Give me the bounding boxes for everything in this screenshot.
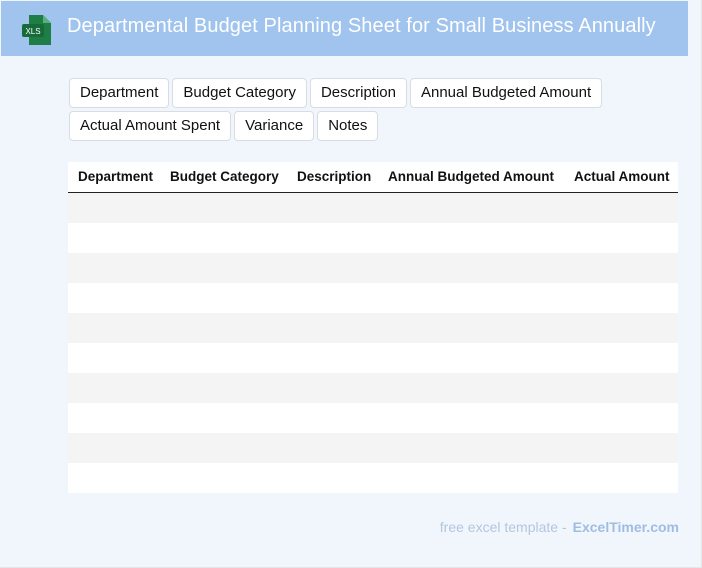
footer-credit: free excel template - ExcelTimer.com: [440, 519, 679, 535]
column-header-budget-category: Budget Category: [170, 169, 279, 184]
column-header-actual-amount: Actual Amount: [574, 169, 670, 184]
excel-file-icon-label: XLS: [25, 27, 40, 36]
header-banner: XLS Departmental Budget Planning Sheet f…: [1, 1, 688, 56]
field-list: Department Budget Category Description A…: [69, 78, 629, 141]
table-row: [68, 343, 678, 373]
field-chip-department[interactable]: Department: [69, 78, 170, 108]
footer-prefix: free excel template -: [439, 519, 567, 535]
table-row: [68, 223, 678, 253]
field-chip-annual-budgeted-amount[interactable]: Annual Budgeted Amount: [409, 78, 603, 108]
excel-file-icon: XLS: [22, 15, 51, 45]
spreadsheet-preview: Department Budget Category Description A…: [68, 162, 678, 493]
table-row: [68, 463, 678, 493]
column-header-department: Department: [78, 169, 154, 184]
table-row: [68, 313, 678, 343]
table-row: [68, 403, 678, 433]
field-chip-notes[interactable]: Notes: [317, 111, 379, 141]
column-header-description: Description: [297, 169, 372, 184]
table-header-row: Department Budget Category Description A…: [68, 162, 678, 193]
column-header-annual-budgeted-amount: Annual Budgeted Amount: [388, 169, 554, 184]
field-chip-budget-category[interactable]: Budget Category: [172, 78, 307, 108]
table-row: [68, 193, 678, 223]
field-chip-variance[interactable]: Variance: [234, 111, 315, 141]
footer-brand-link[interactable]: ExcelTimer.com: [572, 519, 679, 535]
table-row: [68, 433, 678, 463]
field-chip-actual-amount-spent[interactable]: Actual Amount Spent: [69, 111, 232, 141]
table-row: [68, 373, 678, 403]
field-chip-description[interactable]: Description: [309, 78, 407, 108]
table-row: [68, 283, 678, 313]
table-row: [68, 253, 678, 283]
page-title: Departmental Budget Planning Sheet for S…: [67, 15, 656, 37]
